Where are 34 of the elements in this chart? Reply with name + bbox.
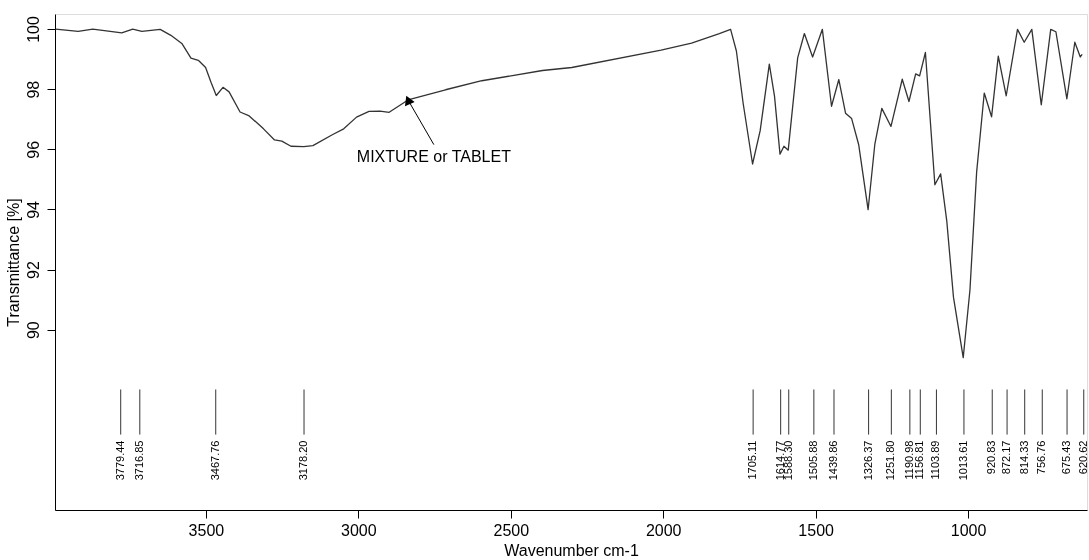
- x-tick-label: 1500: [798, 521, 835, 539]
- ref-line-label: 3779.44: [113, 440, 126, 481]
- x-tick-label: 1000: [950, 521, 987, 539]
- x-tick-label: 2500: [493, 521, 530, 539]
- y-tick-label: 92: [24, 261, 42, 279]
- y-axis-title: Transmittance [%]: [4, 198, 22, 327]
- ref-line-label: 1103.89: [929, 440, 942, 480]
- ref-line-label: 1013.61: [956, 440, 969, 481]
- ref-line-label: 675.43: [1060, 440, 1073, 475]
- y-tick-label: 100: [24, 16, 42, 43]
- ref-line-label: 756.76: [1035, 440, 1048, 475]
- annotation: MIXTURE or TABLET: [356, 147, 512, 165]
- ref-line-label: 1326.37: [861, 440, 874, 481]
- y-tick-label: 90: [24, 321, 42, 340]
- ref-line-label: 872.17: [1000, 440, 1013, 475]
- y-tick-label: 94: [24, 200, 42, 219]
- y-tick-label: 96: [24, 140, 42, 159]
- x-tick-label: 3500: [188, 521, 225, 539]
- x-tick-label: 2000: [645, 521, 682, 539]
- ref-line-label: 1251.80: [884, 440, 897, 481]
- ref-line-label: 814.33: [1017, 440, 1030, 475]
- ref-line-label: 1156.81: [913, 440, 926, 480]
- ref-line-label: 620.62: [1076, 440, 1089, 475]
- ref-line-label: 1705.11: [746, 440, 759, 480]
- ref-line-label: 3467.76: [208, 440, 221, 481]
- ref-line-label: 1190.98: [902, 440, 915, 480]
- ref-line-label: 1439.86: [827, 440, 839, 481]
- ref-line-label: 920.83: [985, 440, 998, 475]
- x-axis-title: Wavenumber cm-1: [504, 541, 639, 559]
- ref-line-label: 3178.20: [297, 440, 310, 481]
- ref-line-label: 1505.88: [806, 440, 819, 481]
- x-tick-label: 3000: [341, 521, 377, 539]
- y-tick-label: 98: [24, 80, 42, 99]
- ref-line-label: 3716.85: [132, 440, 145, 481]
